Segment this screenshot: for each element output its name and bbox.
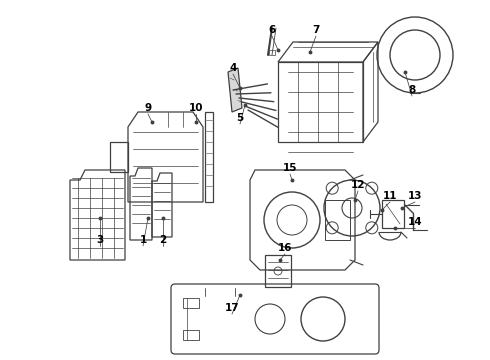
Text: 6: 6 bbox=[269, 25, 275, 35]
Bar bbox=[325, 200, 350, 240]
Bar bbox=[382, 200, 404, 228]
Bar bbox=[265, 255, 291, 287]
Bar bbox=[278, 62, 363, 142]
Polygon shape bbox=[228, 68, 242, 112]
Bar bbox=[183, 298, 199, 308]
Text: 10: 10 bbox=[189, 103, 203, 113]
Text: 3: 3 bbox=[97, 235, 103, 245]
Text: 14: 14 bbox=[408, 217, 422, 227]
Text: 5: 5 bbox=[236, 113, 244, 123]
Text: 16: 16 bbox=[278, 243, 292, 253]
Text: 4: 4 bbox=[229, 63, 237, 73]
Bar bbox=[183, 330, 199, 340]
Text: 9: 9 bbox=[145, 103, 151, 113]
Text: 15: 15 bbox=[283, 163, 297, 173]
Text: 8: 8 bbox=[408, 85, 416, 95]
Bar bbox=[205, 112, 213, 202]
Text: 7: 7 bbox=[312, 25, 319, 35]
Text: 2: 2 bbox=[159, 235, 167, 245]
Text: 12: 12 bbox=[351, 180, 365, 190]
Text: 1: 1 bbox=[139, 235, 147, 245]
Bar bbox=[269, 50, 275, 55]
Text: 17: 17 bbox=[225, 303, 239, 313]
Text: 13: 13 bbox=[408, 191, 422, 201]
Text: 11: 11 bbox=[383, 191, 397, 201]
